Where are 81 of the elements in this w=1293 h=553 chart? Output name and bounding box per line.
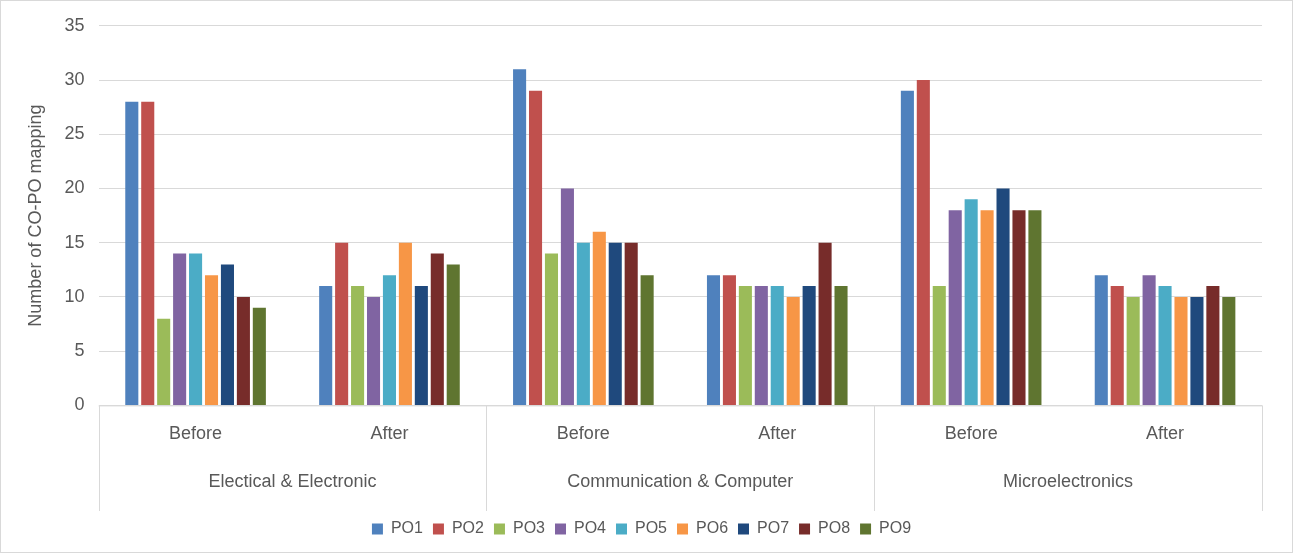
legend-label: PO1 — [390, 519, 424, 537]
x-tick-label: After — [1146, 423, 1185, 444]
x-tick-label: Before — [944, 423, 998, 444]
bar — [157, 318, 171, 405]
bar — [1110, 286, 1124, 405]
bar — [754, 286, 768, 405]
x-tick-label: After — [758, 423, 797, 444]
legend-label: PO2 — [451, 519, 485, 537]
legend-label: PO3 — [512, 519, 546, 537]
bar — [722, 275, 736, 405]
bar — [802, 286, 816, 405]
bar — [786, 296, 800, 405]
bar — [592, 231, 606, 405]
y-tick-label: 30 — [64, 69, 85, 89]
bar — [398, 242, 412, 405]
bar — [1028, 210, 1042, 405]
bar — [319, 286, 333, 405]
bar — [351, 286, 365, 405]
y-tick-label: 35 — [64, 14, 85, 35]
y-axis-title: Number of CO-PO mapping — [24, 104, 45, 327]
y-tick-label: 15 — [64, 231, 85, 252]
bar — [430, 253, 444, 405]
bar — [513, 69, 527, 405]
y-tick-label: 0 — [74, 394, 85, 415]
bar — [932, 286, 946, 405]
y-tick-label: 20 — [64, 177, 85, 198]
x-tick-label: Before — [556, 423, 610, 444]
bar — [818, 242, 832, 405]
bar — [560, 188, 574, 405]
bar — [414, 286, 428, 405]
bar — [446, 264, 460, 405]
text: Microelectronics — [1003, 471, 1134, 492]
bar — [1158, 286, 1172, 405]
bar — [236, 296, 250, 405]
bar — [964, 199, 978, 405]
bar — [1126, 296, 1140, 405]
text: Communication & Computer — [567, 471, 794, 492]
bar — [382, 275, 396, 405]
legend-label: PO9 — [879, 519, 912, 537]
bar — [529, 90, 543, 405]
bar — [948, 210, 962, 405]
legend-label: PO7 — [757, 519, 790, 537]
bar — [220, 264, 234, 405]
bar — [996, 188, 1010, 405]
bar — [576, 242, 590, 405]
bar — [1190, 296, 1204, 405]
legend-label: PO5 — [634, 519, 668, 537]
y-tick-label: 10 — [64, 285, 85, 306]
x-tick-label: After — [370, 423, 409, 444]
bar — [706, 275, 721, 405]
legend-label: PO4 — [573, 519, 607, 537]
bar — [1174, 296, 1188, 405]
bar — [1012, 210, 1026, 405]
bar — [1206, 286, 1220, 405]
bar — [141, 101, 155, 405]
bar — [252, 307, 266, 405]
bar — [544, 253, 559, 405]
bar — [834, 286, 848, 405]
bar — [189, 253, 203, 405]
bar — [1222, 296, 1236, 405]
bar — [770, 286, 784, 405]
bar — [916, 80, 930, 405]
bar — [204, 275, 219, 405]
bar — [738, 286, 752, 405]
y-tick-label: 5 — [74, 340, 85, 361]
bar — [335, 242, 349, 405]
bar — [640, 275, 654, 405]
bar — [608, 242, 622, 405]
bar — [366, 296, 381, 405]
bar — [900, 90, 914, 405]
bar — [624, 242, 638, 405]
bar — [173, 253, 187, 405]
bar — [980, 210, 994, 405]
y-tick-label: 25 — [64, 123, 85, 144]
bar — [125, 101, 139, 405]
legend-label: PO8 — [818, 519, 851, 537]
legend-label: PO6 — [696, 519, 729, 537]
text: Electical & Electronic — [208, 471, 377, 492]
x-tick-label: Before — [169, 423, 223, 444]
bar — [1142, 275, 1156, 405]
bar — [1094, 275, 1108, 405]
